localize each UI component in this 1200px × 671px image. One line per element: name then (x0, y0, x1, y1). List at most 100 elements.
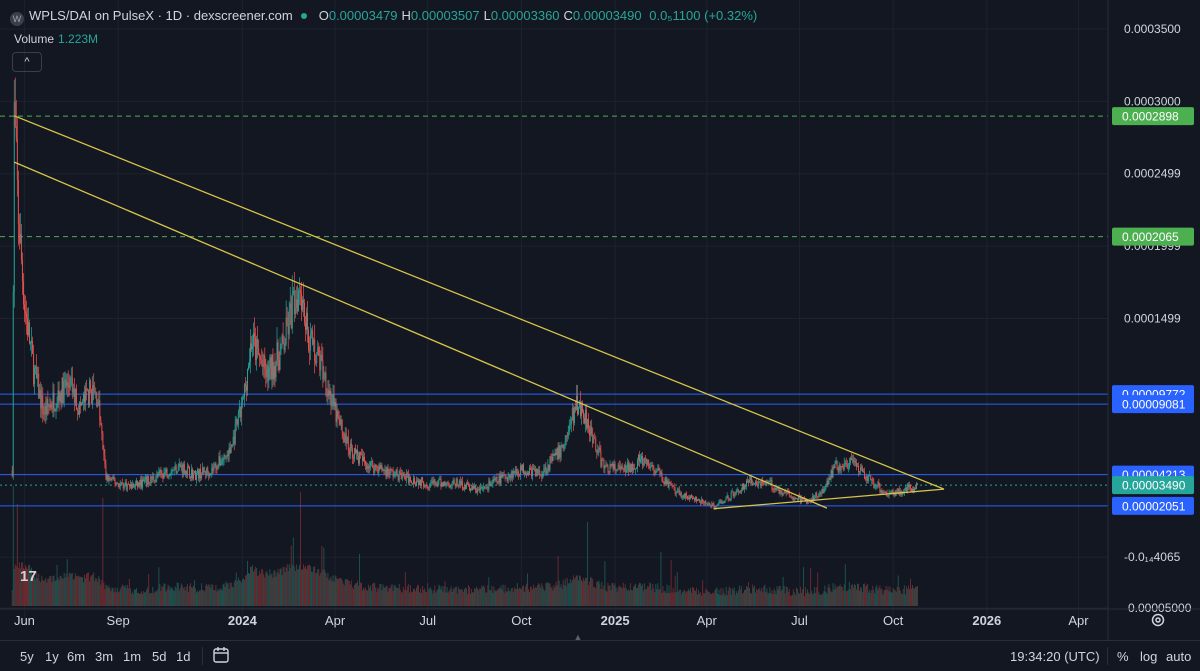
candle-body (673, 486, 675, 490)
volume-bar (53, 575, 55, 606)
volume-bar (666, 584, 668, 606)
candle-body (584, 417, 586, 424)
price-axis[interactable]: 0.00035000.00030000.00024990.00019990.00… (1107, 0, 1200, 640)
time-tick-label: Jul (419, 613, 436, 628)
time-axis[interactable]: Jun Sep 2024 Apr Jul Oct 2025 Apr Jul Oct 2026 Apr▲ (0, 608, 1200, 640)
candle-body (796, 498, 798, 500)
candle-body (234, 423, 236, 445)
volume-bar (309, 564, 311, 606)
volume-bar (634, 585, 635, 606)
volume-bar (569, 579, 571, 606)
volume-bar (327, 572, 329, 606)
volume-bar (455, 586, 457, 606)
range-3m-button[interactable]: 3m (95, 649, 114, 664)
volume-bar (820, 594, 822, 606)
volume-bar (130, 593, 132, 606)
volume-bar (90, 576, 92, 606)
range-1y-button[interactable]: 1y (45, 649, 59, 664)
range-5d-button[interactable]: 5d (152, 649, 167, 664)
volume-bar (335, 576, 337, 606)
candle-body (648, 459, 650, 467)
candle-body (20, 234, 22, 261)
candle-body (890, 492, 892, 494)
candle-body (149, 483, 151, 485)
candle-body (76, 409, 78, 412)
candle-body (206, 467, 208, 475)
volume-bar (432, 593, 434, 606)
candle-body (333, 394, 335, 407)
candle-body (14, 101, 16, 127)
trendlines (14, 115, 945, 510)
candle-body (410, 480, 412, 483)
candle-body (755, 481, 757, 484)
volume-bar (431, 589, 433, 606)
volume-bar (513, 587, 515, 606)
auto-scale-toggle[interactable]: auto (1166, 649, 1192, 664)
candle-body (723, 502, 725, 504)
candle-body (872, 478, 874, 482)
candle-body (750, 477, 751, 480)
tradingview-logo-icon: 17 (20, 568, 37, 585)
range-6m-button[interactable]: 6m (67, 649, 86, 664)
volume-bar (912, 585, 913, 606)
utc-clock[interactable]: 19:34:20 (UTC) (1010, 649, 1100, 664)
volume-bar (741, 593, 743, 606)
candle-body (833, 466, 835, 469)
volume-bar (608, 586, 610, 606)
candle-body (696, 496, 698, 502)
candle-body (289, 303, 291, 309)
candle-body (86, 388, 88, 390)
candle-body (430, 483, 432, 485)
candle-body (22, 281, 24, 305)
volume-bar (83, 582, 84, 606)
candle-body (255, 336, 257, 361)
candle-body (349, 443, 351, 455)
collapse-legend-button[interactable]: ^ (12, 52, 42, 72)
volume-bar (475, 588, 477, 606)
candle-body (73, 388, 75, 403)
symbol-title[interactable]: WPLS/DAI on PulseX · 1D · dexscreener.co… (29, 8, 293, 23)
time-tick-label: 2026 (972, 613, 1001, 628)
volume-bar (305, 565, 306, 606)
candle-body (258, 348, 260, 356)
volume-bar (727, 590, 729, 606)
candle-body (692, 497, 693, 499)
candle-body (561, 445, 563, 447)
candle-body (758, 481, 760, 486)
volume-bar (848, 582, 850, 606)
volume-bar (393, 585, 395, 606)
candle-body (165, 469, 167, 472)
volume-bar (27, 569, 28, 606)
volume-bar (397, 587, 399, 606)
candle-body (600, 450, 602, 467)
candle-body (168, 476, 170, 477)
volume-bar (589, 581, 591, 606)
range-5y-button[interactable]: 5y (20, 649, 34, 664)
volume-bar (81, 577, 82, 606)
candle-body (594, 438, 596, 440)
volume-bar (342, 583, 344, 606)
volume-bar (323, 547, 325, 606)
percent-scale-toggle[interactable]: % (1117, 649, 1129, 664)
volume-bar (603, 585, 605, 606)
volume-bar (209, 585, 211, 606)
log-scale-toggle[interactable]: log (1140, 649, 1158, 664)
volume-bar (383, 587, 385, 606)
go-to-date-calendar-icon[interactable] (212, 646, 230, 664)
candle-body (554, 452, 556, 456)
settings-gear-icon[interactable] (1150, 612, 1166, 628)
candle-body (215, 463, 217, 470)
volume-bar (364, 589, 366, 606)
volume-bar (182, 588, 184, 606)
volume-bar (843, 584, 845, 606)
candle-body (682, 494, 684, 498)
candle-body (102, 433, 104, 449)
candle-body (151, 476, 153, 480)
range-1m-button[interactable]: 1m (123, 649, 142, 664)
candle-body (403, 474, 405, 479)
range-1d-button[interactable]: 1d (176, 649, 191, 664)
volume-bar (71, 572, 73, 606)
candle-body (425, 485, 427, 487)
volume-bar (811, 590, 813, 606)
price-chart[interactable]: 0.00035000.00030000.00024990.00019990.00… (0, 0, 1200, 640)
